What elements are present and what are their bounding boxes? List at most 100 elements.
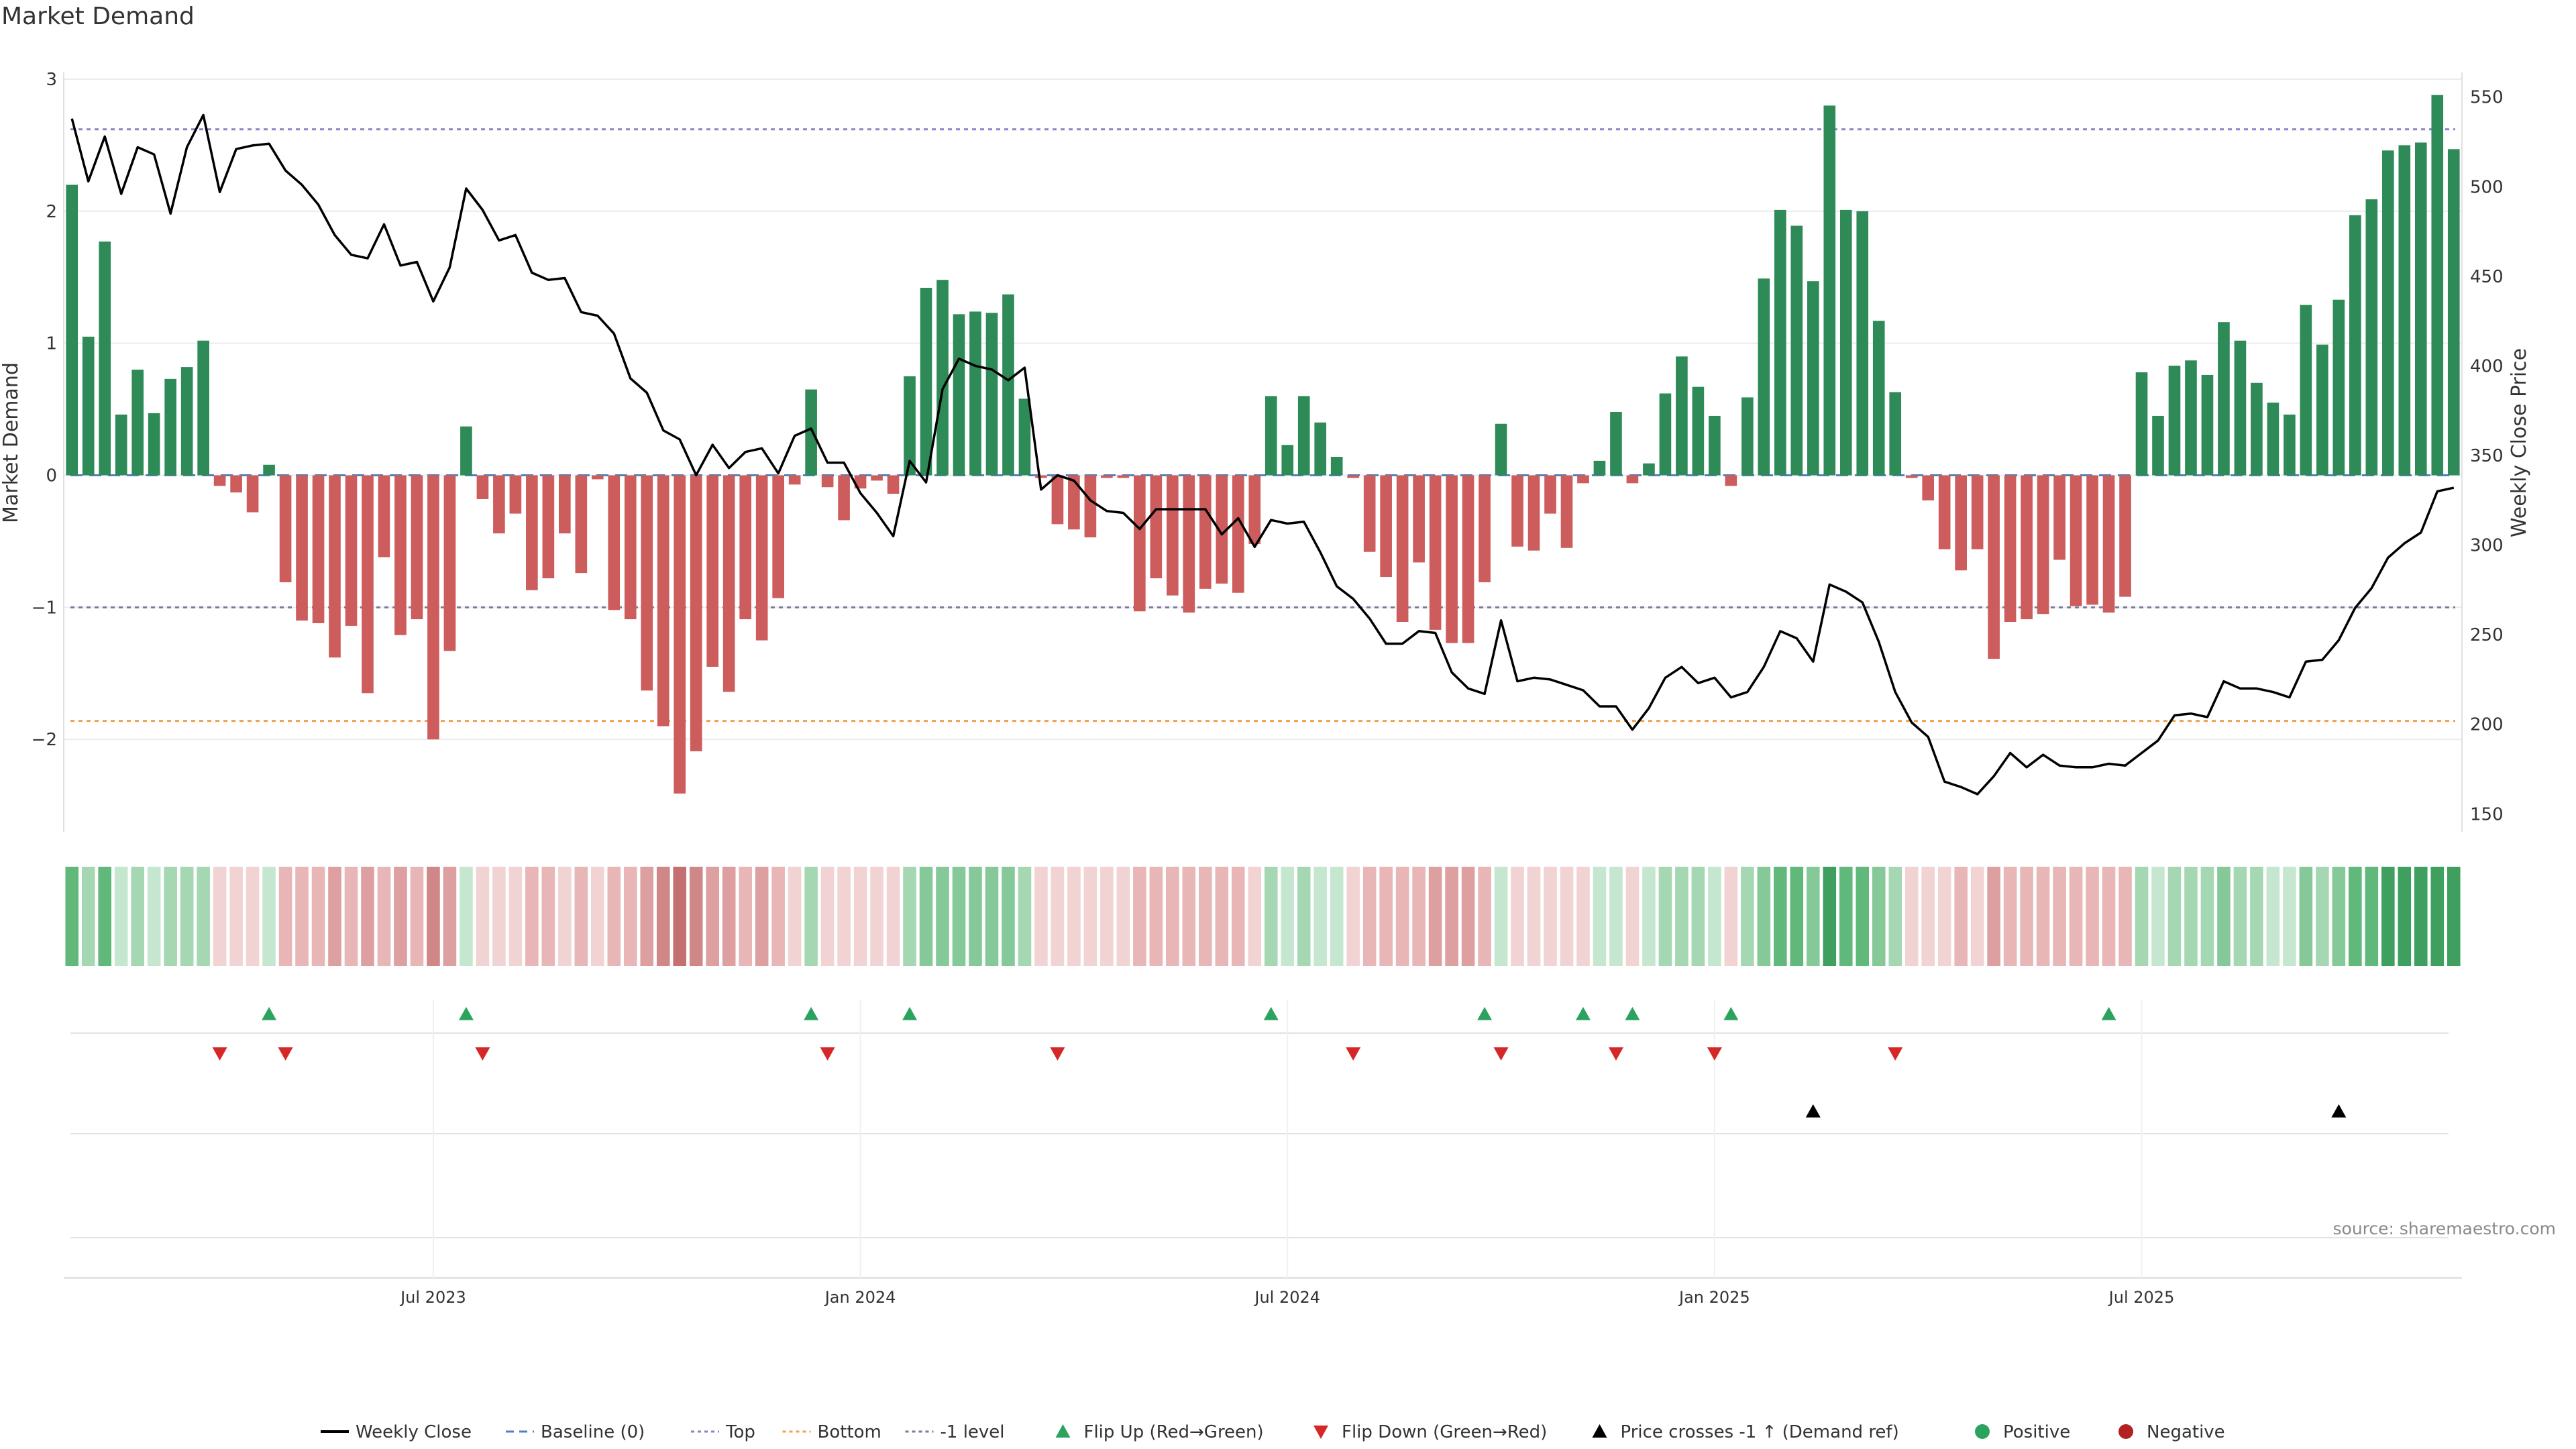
y-axis-label-left: Market Demand [0,362,23,523]
y-tick-label-right: 300 [2470,536,2504,556]
demand-bar [1018,398,1031,476]
legend-swatch [1313,1426,1328,1439]
heat-cell [1215,867,1229,966]
demand-bar [1117,475,1130,478]
heat-cell [1445,867,1458,966]
demand-bar [1167,475,1179,596]
heat-cell [492,867,506,966]
event-marker-panels [64,1000,2462,1279]
demand-bar [1281,445,1294,476]
demand-bar [739,475,751,620]
heat-cell [1527,867,1541,966]
demand-bar [115,414,127,476]
demand-bar [148,413,160,476]
demand-bar [985,313,998,476]
demand-bar [2349,215,2361,476]
demand-bar [1232,475,1244,593]
heat-cell [525,867,539,966]
demand-bar [312,475,325,623]
y-tick-label-right: 450 [2470,267,2504,287]
heat-cell [1839,867,1853,966]
heat-cell [1379,867,1393,966]
heat-cell [2102,867,2116,966]
heat-cell [1593,867,1607,966]
heat-cell [98,867,112,966]
heat-cell [1330,867,1344,966]
demand-bar [1314,422,1327,476]
demand-bar [1413,475,1425,563]
legend-label: Price crosses -1 ↑ (Demand ref) [1621,1422,1899,1442]
demand-bar [2004,475,2017,623]
demand-bar [2070,475,2082,606]
demand-bar [2316,344,2328,476]
demand-bar [1216,475,1228,584]
demand-bar [2381,150,2394,476]
demand-bar [1823,105,1836,476]
y-tick-label-right: 500 [2470,177,2504,197]
heat-cell [1823,867,1837,966]
demand-bar [1429,475,1442,630]
demand-bar [394,475,407,635]
heat-cell [541,867,555,966]
demand-bar [1199,475,1212,589]
demand-bar [871,475,883,481]
demand-bar [2086,475,2098,605]
heat-cell [2135,867,2149,966]
demand-bar [1396,475,1409,623]
demand-bar [1971,475,1984,549]
legend-swatch [2118,1424,2133,1439]
demand-bar [969,311,981,476]
demand-bar [1380,475,1392,578]
heat-cell [2250,867,2263,966]
demand-bar [1150,475,1163,579]
heat-cell [1904,867,1919,966]
demand-bar [542,475,555,579]
heat-cell [1888,867,1902,966]
heat-cell [1346,867,1360,966]
demand-bar [2102,475,2115,613]
y-tick-label-left: 0 [46,466,57,486]
heat-cell [311,867,325,966]
heat-cell [1297,867,1311,966]
heat-cell [2118,867,2132,966]
heat-cell [2447,867,2461,966]
legend-swatch [1055,1424,1071,1438]
demand-bar [591,475,604,480]
y-tick-label-left: −1 [32,598,57,618]
demand-bar [624,475,637,620]
heat-cell [1362,867,1377,966]
demand-bar [1363,475,1376,552]
heat-cell [1609,867,1623,966]
heat-cell [1281,867,1295,966]
demand-bar [821,475,834,488]
demand-bar [706,475,719,667]
demand-bar [1758,278,1770,476]
legend-label: Weekly Close [356,1422,472,1442]
demand-bar [1560,475,1573,548]
demand-heat-strip [65,867,2461,966]
legend-label: -1 level [941,1422,1005,1442]
heat-cell [722,867,736,966]
y-axis-label-right: Weekly Close Price [2508,348,2531,537]
heat-cell [2200,867,2214,966]
heat-cell [1478,867,1491,966]
demand-bar [1183,475,1195,613]
price-cross-marker [2331,1104,2347,1118]
demand-bar [2414,142,2427,476]
flip-down-marker [475,1047,490,1061]
demand-bar [838,475,850,521]
demand-bar [887,475,900,494]
heat-cell [623,867,637,966]
heat-cell [1002,867,1015,966]
demand-bar [378,475,390,557]
flip-down-marker [212,1047,227,1061]
legend-label: Positive [2003,1422,2070,1442]
heat-cell [820,867,835,966]
heat-cell [180,867,194,966]
x-tick-label: Jan 2025 [1678,1288,1750,1307]
axes-layer: −2 −1 0 1 2 3 150 200 250 300 350 400 450 500 550 Marke… [0,70,2531,832]
demand-bar [936,280,949,476]
demand-bar [805,389,817,476]
flip-down-marker [820,1047,835,1061]
demand-bar [1002,294,1014,476]
